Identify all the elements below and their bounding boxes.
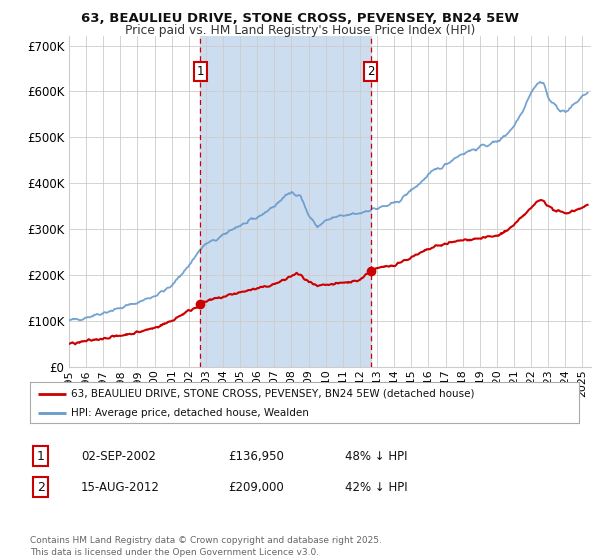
Text: 1: 1 [37, 450, 45, 463]
Text: Price paid vs. HM Land Registry's House Price Index (HPI): Price paid vs. HM Land Registry's House … [125, 24, 475, 36]
Text: 63, BEAULIEU DRIVE, STONE CROSS, PEVENSEY, BN24 5EW (detached house): 63, BEAULIEU DRIVE, STONE CROSS, PEVENSE… [71, 389, 475, 399]
Text: £209,000: £209,000 [228, 480, 284, 494]
Text: HPI: Average price, detached house, Wealden: HPI: Average price, detached house, Weal… [71, 408, 309, 418]
Text: 48% ↓ HPI: 48% ↓ HPI [345, 450, 407, 463]
Text: 2: 2 [367, 64, 374, 78]
Text: 15-AUG-2012: 15-AUG-2012 [81, 480, 160, 494]
Text: Contains HM Land Registry data © Crown copyright and database right 2025.
This d: Contains HM Land Registry data © Crown c… [30, 536, 382, 557]
Text: 02-SEP-2002: 02-SEP-2002 [81, 450, 156, 463]
Text: 42% ↓ HPI: 42% ↓ HPI [345, 480, 407, 494]
Text: 1: 1 [197, 64, 204, 78]
Text: 63, BEAULIEU DRIVE, STONE CROSS, PEVENSEY, BN24 5EW: 63, BEAULIEU DRIVE, STONE CROSS, PEVENSE… [81, 12, 519, 25]
Text: £136,950: £136,950 [228, 450, 284, 463]
Text: 2: 2 [37, 480, 45, 494]
Bar [200, 36, 371, 367]
